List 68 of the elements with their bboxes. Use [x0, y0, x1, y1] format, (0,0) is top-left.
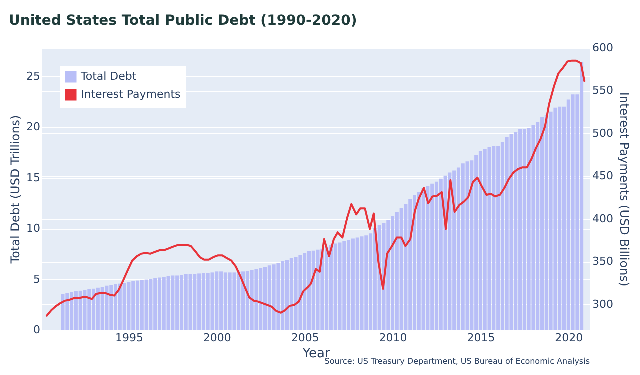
y2-tick-label: 500	[592, 126, 614, 140]
y-tick-label: 20	[26, 120, 40, 134]
y-tick-label: 25	[26, 70, 40, 83]
x-tick-label: 2005	[291, 332, 320, 344]
bar	[360, 236, 364, 330]
y2-tick-label: 400	[592, 212, 614, 226]
legend-label: Interest Payments	[81, 88, 182, 101]
bar	[571, 94, 575, 330]
y-tick-label: 5	[34, 272, 40, 286]
x-tick-label: 2015	[467, 332, 496, 344]
bar	[100, 287, 104, 330]
x-tick-label: 2010	[379, 332, 408, 344]
bar	[483, 149, 487, 330]
bar	[228, 272, 232, 330]
bar	[426, 186, 430, 330]
bar	[466, 162, 470, 330]
chart-title: United States Total Public Debt (1990-2020)	[9, 13, 358, 29]
y2-tick-label: 550	[592, 84, 614, 98]
bar	[144, 280, 148, 330]
bar	[166, 276, 170, 330]
bar	[193, 274, 197, 330]
bar	[61, 294, 65, 330]
y-tick-label: 15	[26, 171, 40, 184]
bar	[298, 255, 302, 330]
bar	[254, 269, 258, 330]
bar	[294, 256, 298, 330]
bar	[422, 188, 426, 330]
y-tick-label: 10	[26, 222, 40, 236]
legend-label: Total Debt	[80, 70, 138, 83]
bar	[171, 276, 175, 330]
bar	[510, 134, 514, 330]
bar	[250, 270, 254, 330]
bar	[338, 242, 342, 330]
y2-axis-title: Interest Payments (USD Billions)	[617, 92, 632, 287]
bar	[532, 125, 536, 330]
bar	[505, 137, 509, 330]
y-axis-title: Total Debt (USD Trillions)	[8, 115, 23, 265]
x-tick-label: 1995	[115, 332, 144, 344]
x-tick-label: 2000	[203, 332, 232, 344]
line-series	[46, 60, 586, 317]
bar	[342, 241, 346, 330]
bar	[66, 293, 70, 330]
bar	[188, 274, 192, 330]
bar	[554, 108, 558, 330]
x-tick-label: 2020	[555, 332, 584, 344]
source-note: Source: US Treasury Department, US Bureau of Economic Analysis	[324, 357, 590, 366]
bar	[127, 282, 131, 330]
y2-tick-label: 300	[592, 298, 614, 311]
bar	[83, 290, 87, 330]
bar	[206, 273, 210, 330]
bar	[272, 264, 276, 330]
bar	[316, 250, 320, 330]
bar	[78, 290, 82, 330]
y2-tick-label: 600	[592, 42, 614, 54]
bar	[492, 146, 496, 330]
bar	[149, 279, 153, 330]
bar	[276, 263, 280, 330]
y-tick-label: 0	[34, 324, 40, 336]
bar	[400, 208, 404, 330]
bar	[105, 286, 109, 330]
bar	[232, 272, 236, 330]
y2-tick-label: 350	[592, 255, 614, 268]
bar	[549, 112, 553, 330]
bar	[122, 283, 126, 330]
bar	[527, 128, 531, 330]
bar	[356, 238, 360, 330]
bar	[215, 272, 219, 330]
y2-tick-label: 450	[592, 170, 614, 183]
